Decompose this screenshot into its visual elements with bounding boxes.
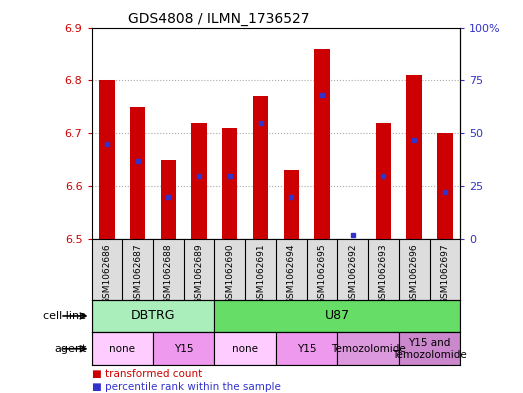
Text: GSM1062692: GSM1062692	[348, 244, 357, 304]
Text: GSM1062696: GSM1062696	[410, 244, 418, 305]
Bar	[399, 332, 460, 365]
Text: GSM1062695: GSM1062695	[317, 244, 326, 305]
Text: none: none	[109, 344, 135, 354]
Text: Y15: Y15	[174, 344, 194, 354]
Text: GSM1062697: GSM1062697	[440, 244, 449, 305]
Bar	[92, 332, 153, 365]
Text: GSM1062693: GSM1062693	[379, 244, 388, 305]
Text: Y15: Y15	[297, 344, 316, 354]
Bar	[253, 96, 268, 239]
Bar	[191, 123, 207, 239]
Text: ■ percentile rank within the sample: ■ percentile rank within the sample	[92, 382, 280, 393]
Text: U87: U87	[325, 309, 350, 323]
Bar	[337, 332, 399, 365]
Text: Y15 and
Temozolomide: Y15 and Temozolomide	[392, 338, 467, 360]
Text: GSM1062687: GSM1062687	[133, 244, 142, 305]
Bar	[283, 170, 299, 239]
Bar	[214, 332, 276, 365]
Bar	[376, 123, 391, 239]
Bar	[130, 107, 145, 239]
Text: none: none	[232, 344, 258, 354]
Text: DBTRG: DBTRG	[131, 309, 175, 323]
Bar	[214, 300, 460, 332]
Bar	[222, 128, 237, 239]
Text: GSM1062694: GSM1062694	[287, 244, 295, 304]
Text: GSM1062689: GSM1062689	[195, 244, 203, 305]
Text: GSM1062688: GSM1062688	[164, 244, 173, 305]
Bar	[153, 332, 214, 365]
Bar	[406, 75, 422, 239]
Bar	[437, 133, 452, 239]
Text: GDS4808 / ILMN_1736527: GDS4808 / ILMN_1736527	[129, 13, 310, 26]
Bar	[314, 49, 329, 239]
Text: ■ transformed count: ■ transformed count	[92, 369, 202, 379]
Text: GSM1062686: GSM1062686	[103, 244, 111, 305]
Bar	[92, 300, 214, 332]
Text: GSM1062690: GSM1062690	[225, 244, 234, 305]
Text: GSM1062691: GSM1062691	[256, 244, 265, 305]
Bar	[99, 81, 115, 239]
Bar	[161, 160, 176, 239]
Text: Temozolomide: Temozolomide	[331, 344, 405, 354]
Text: agent: agent	[54, 344, 86, 354]
Text: cell line: cell line	[43, 311, 86, 321]
Bar	[276, 332, 337, 365]
